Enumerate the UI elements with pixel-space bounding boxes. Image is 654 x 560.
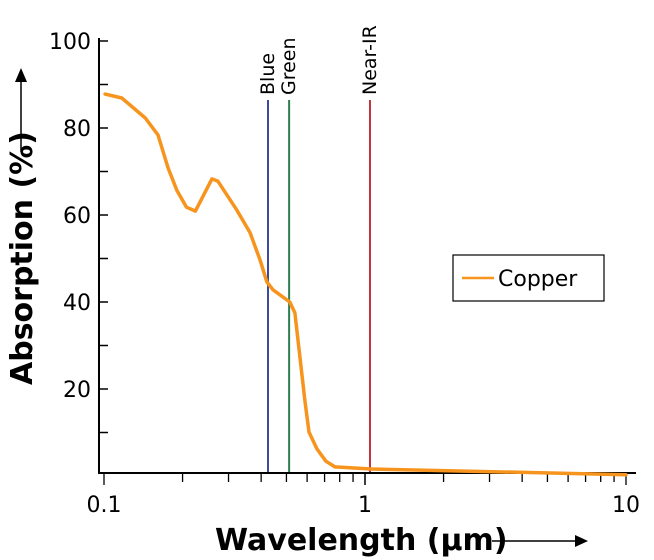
legend-label-copper: Copper	[498, 267, 578, 292]
y-tick-label: 80	[63, 117, 91, 142]
x-tick-label: 1	[358, 493, 372, 518]
y-tick-label: 40	[63, 291, 91, 316]
reference-label-blue: Blue	[257, 53, 279, 95]
x-axis-title: Wavelength (µm)	[215, 523, 508, 558]
reference-label-near-ir: Near-IR	[359, 25, 381, 95]
ticks: 20 40 60 80 100 0.1 1 10	[49, 30, 640, 518]
y-tick-label: 20	[63, 378, 91, 403]
y-tick-label: 100	[49, 30, 91, 55]
y-tick-label: 60	[63, 204, 91, 229]
x-tick-label: 10	[612, 493, 640, 518]
x-tick-label: 0.1	[87, 493, 122, 518]
y-axis-title: Absorption (%)	[5, 131, 40, 385]
y-axis-arrow	[15, 68, 27, 152]
legend: Copper	[452, 254, 605, 302]
series	[103, 92, 628, 477]
reference-lines: Blue Green Near-IR	[257, 25, 381, 472]
series-line-copper	[103, 92, 628, 477]
reference-label-green: Green	[278, 37, 300, 95]
x-axis-arrow	[492, 535, 588, 547]
